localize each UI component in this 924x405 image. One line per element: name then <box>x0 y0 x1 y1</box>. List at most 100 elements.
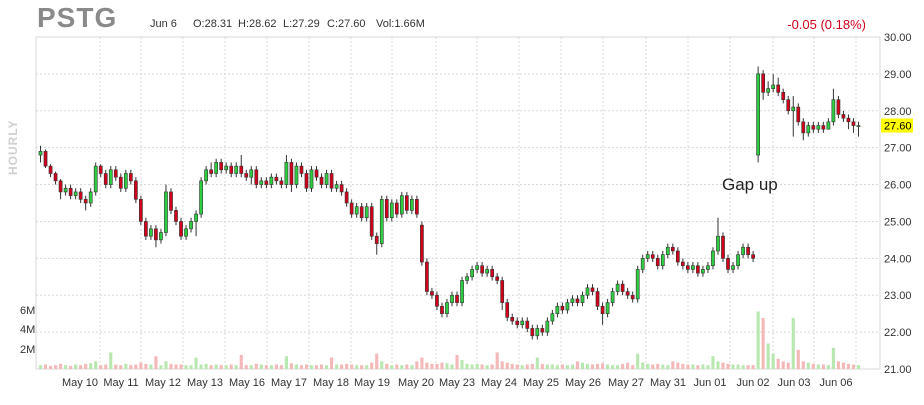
x-tick-label: May 12 <box>145 377 181 389</box>
x-tick-label: May 27 <box>608 377 644 389</box>
volume-bar <box>651 364 655 369</box>
candle-body <box>525 320 530 329</box>
volume-bar <box>330 357 334 369</box>
volume-bar <box>94 361 98 369</box>
volume-bar <box>114 364 118 369</box>
candle-body <box>605 302 610 314</box>
candle-body <box>123 173 128 189</box>
candle-body <box>495 276 500 281</box>
volume-bar <box>505 362 509 369</box>
volume-bar <box>520 365 524 369</box>
volume-bar <box>771 353 775 369</box>
volume-bar <box>636 353 640 369</box>
candle-body <box>731 265 735 270</box>
candle-body <box>711 250 715 267</box>
y-tick-label: 26.00 <box>884 180 912 192</box>
y-tick-label: 27.00 <box>884 143 912 155</box>
candle-body <box>139 199 143 222</box>
x-tick-label: May 25 <box>523 377 559 389</box>
candle-body <box>766 88 771 93</box>
candle-body <box>229 165 234 174</box>
volume-bar <box>711 356 715 369</box>
candle-body <box>88 191 93 204</box>
volume-bar <box>570 364 575 369</box>
volume-bar <box>219 365 223 369</box>
volume-bar <box>751 365 755 369</box>
candle-body <box>58 180 63 193</box>
candle-body <box>219 162 224 171</box>
volume-bar <box>535 357 539 369</box>
candle-body <box>224 165 229 171</box>
candle-body <box>756 73 760 156</box>
candle-body <box>550 313 555 322</box>
volume-bar <box>335 364 339 369</box>
volume-bar <box>601 363 605 369</box>
candle-body <box>415 199 419 215</box>
volume-bar <box>816 364 820 369</box>
candle-body <box>781 92 786 101</box>
candle-body <box>846 117 851 123</box>
ticker-symbol: PSTG <box>37 2 118 33</box>
volume-bar <box>826 365 830 369</box>
candle-body <box>595 291 600 307</box>
open-readout: O:28.31 <box>193 18 233 30</box>
volume-bar <box>345 363 349 369</box>
volume-bar <box>239 354 243 369</box>
volume-bar <box>124 363 128 369</box>
candle-body <box>420 224 424 263</box>
candle-body <box>264 180 269 185</box>
volume-bar <box>189 365 193 369</box>
candle-body <box>184 228 188 237</box>
candle-body <box>600 305 605 314</box>
candle-body <box>214 162 219 174</box>
candle-body <box>53 173 58 182</box>
volume-bar <box>199 364 203 369</box>
candle-body <box>189 221 193 230</box>
volume-bar <box>691 364 695 369</box>
x-tick-label: Jun 03 <box>777 377 810 389</box>
y-tick-label: 23.00 <box>884 290 912 302</box>
volume-bar <box>455 354 459 369</box>
candle-body <box>269 176 274 185</box>
volume-bar <box>390 365 394 369</box>
volume-bar <box>560 364 564 369</box>
volume-bar <box>415 361 419 369</box>
volume-bar <box>611 365 615 369</box>
volume-bar <box>169 363 173 369</box>
candle-body <box>154 228 158 241</box>
volume-bar <box>174 364 178 369</box>
candle-body <box>786 99 791 112</box>
candle-body <box>149 228 153 237</box>
volume-bar <box>264 365 268 369</box>
volume-bar <box>254 363 258 369</box>
candle-body <box>565 302 570 311</box>
candle-body <box>430 291 434 296</box>
candle-body <box>821 125 826 130</box>
volume-bar <box>641 362 645 369</box>
candle-body <box>425 261 429 292</box>
candle-body <box>344 191 349 204</box>
volume-bar <box>530 363 534 369</box>
candle-body <box>304 173 309 189</box>
candle-body <box>545 320 550 333</box>
x-tick-label: May 17 <box>271 377 307 389</box>
x-tick-label: May 26 <box>565 377 601 389</box>
volume-bar <box>786 362 790 369</box>
candle-body <box>555 305 560 314</box>
volume-bar <box>465 363 469 369</box>
volume-bar <box>746 365 750 369</box>
y-tick-label: 25.00 <box>884 216 912 228</box>
candle-body <box>169 191 173 211</box>
candle-body <box>38 151 43 156</box>
volume-bar <box>475 363 479 369</box>
volume-bar <box>621 363 625 369</box>
x-tick-label: May 18 <box>313 377 349 389</box>
candle-body <box>254 169 259 185</box>
volume-bar <box>646 363 650 369</box>
candle-body <box>108 169 113 185</box>
volume-bar <box>410 365 414 369</box>
volume-bar <box>370 362 374 369</box>
candle-body <box>771 84 776 89</box>
candle-body <box>796 106 801 123</box>
volume-bar <box>164 361 168 369</box>
